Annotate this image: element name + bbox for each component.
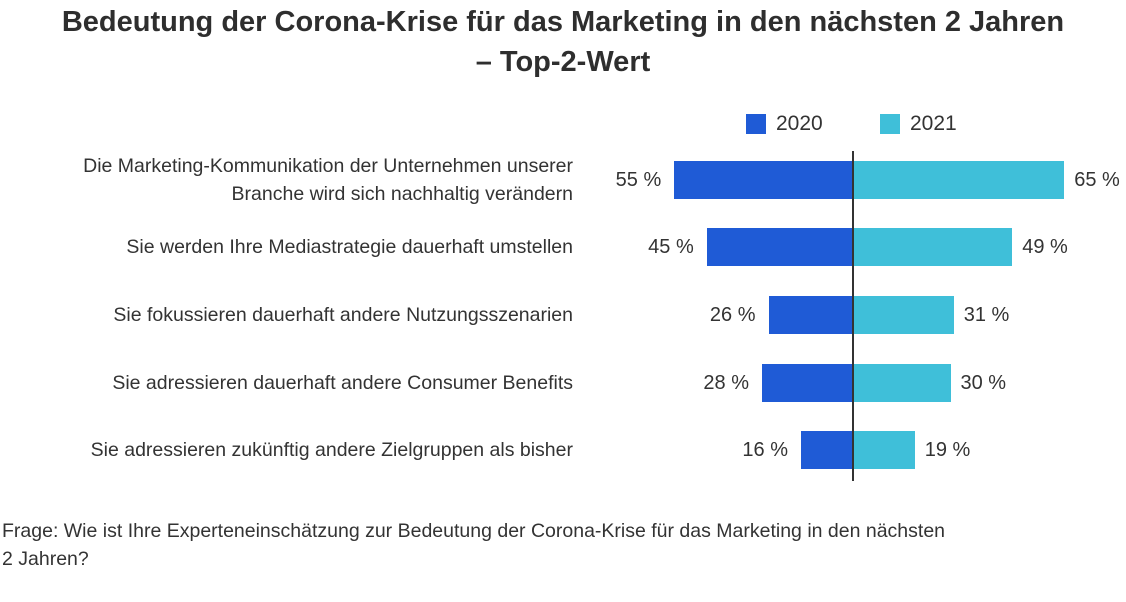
category-label-line: Branche wird sich nachhaltig verändern [231,183,573,205]
value-label-2021: 30 % [960,372,1007,394]
bar-2021 [853,296,954,334]
chart-title-line-1: Bedeutung der Corona-Krise für das Marke… [61,6,1065,38]
value-label-2020: 55 % [615,169,662,191]
bar-2020 [674,161,853,199]
category-label: Die Marketing-Kommunikation der Unterneh… [83,152,573,208]
legend-swatch-2021 [880,114,900,134]
value-label-2020: 16 % [742,439,788,461]
value-label-2020: 45 % [648,236,694,258]
footnote: Frage: Wie ist Ihre Experteneinschätzung… [2,517,1092,573]
value-label-2020: 28 % [703,372,749,394]
value-label-2021: 49 % [1022,236,1068,258]
value-label-2021: 19 % [924,439,971,461]
category-label: Sie adressieren dauerhaft andere Consume… [112,369,573,397]
category-label-line: Sie adressieren zukünftig andere Zielgru… [90,439,573,461]
bar-2020 [768,296,853,334]
category-label: Sie werden Ihre Mediastrategie dauerhaft… [126,233,573,261]
chart-title: Bedeutung der Corona-Krise für das Marke… [0,2,1126,82]
bar-2020 [706,228,853,266]
legend-label-2020: 2020 [776,112,823,135]
value-label-2021: 65 % [1074,169,1120,191]
legend-item-2020: 2020 [746,111,823,137]
category-label-line: Sie werden Ihre Mediastrategie dauerhaft… [126,236,573,258]
category-label-line: Sie adressieren dauerhaft andere Consume… [112,372,573,394]
bar-2021 [853,228,1013,266]
center-axis-line [852,151,854,481]
bar-2021 [853,431,915,469]
bar-2020 [801,431,853,469]
legend-item-2021: 2021 [880,111,957,137]
category-label: Sie adressieren zukünftig andere Zielgru… [91,436,573,464]
legend-label-2021: 2021 [910,112,957,135]
chart-title-line-2: – Top-2-Wert [475,46,651,78]
footnote-line-1: Frage: Wie ist Ihre Experteneinschätzung… [2,520,946,542]
bar-2021 [853,161,1065,199]
legend-swatch-2020 [746,114,766,134]
category-label-line: Sie fokussieren dauerhaft andere Nutzung… [113,304,573,326]
category-label: Sie fokussieren dauerhaft andere Nutzung… [113,301,573,329]
footnote-line-2: 2 Jahren? [2,548,89,570]
value-label-2021: 31 % [963,304,1010,326]
bar-2021 [853,364,951,402]
value-label-2020: 26 % [709,304,756,326]
category-label-line: Die Marketing-Kommunikation der Unterneh… [83,155,573,177]
bar-2020 [762,364,853,402]
